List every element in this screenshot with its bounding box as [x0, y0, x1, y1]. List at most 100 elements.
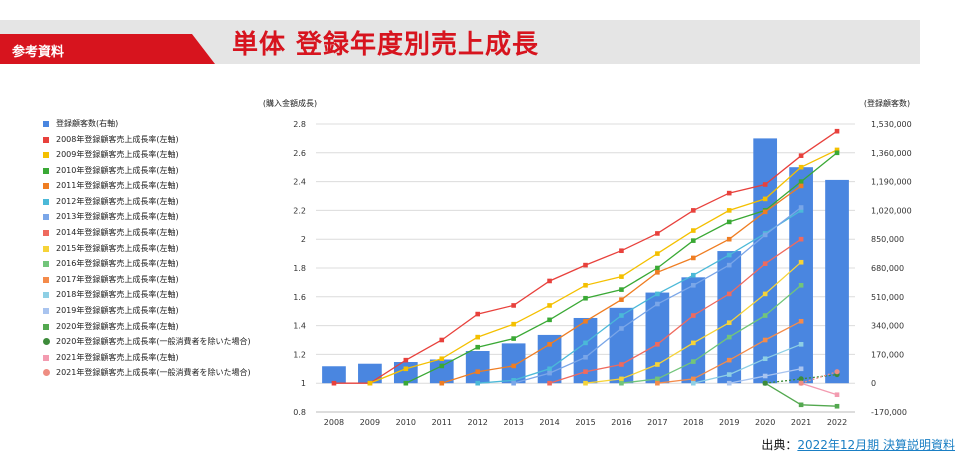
source-link[interactable]: 2022年12月期 決算説明資料 [797, 438, 955, 452]
growth-series-point [475, 380, 480, 386]
growth-series-point [583, 262, 588, 268]
growth-series-point [762, 209, 768, 215]
growth-series-point [619, 287, 624, 292]
legend-label: 2018年登録顧客売上成長率(左軸) [56, 290, 179, 300]
growth-series-point [655, 342, 660, 347]
page-title: 単体 登録年度別売上成長 [232, 30, 540, 60]
growth-series-point [619, 376, 624, 382]
growth-series-point [655, 291, 660, 297]
growth-series-point [691, 359, 696, 364]
x-tick-label: 2010 [396, 418, 416, 427]
customer-count-bar [501, 343, 526, 384]
right-tick-label: 1,360,000 [871, 149, 912, 158]
growth-series-point [726, 334, 732, 340]
growth-series-point [691, 238, 696, 243]
growth-series-point [547, 342, 552, 347]
left-axis-title: (購入金額成長) [263, 98, 317, 108]
growth-series-point [762, 337, 768, 343]
growth-series-point [655, 251, 660, 256]
right-tick-label: 340,000 [871, 322, 904, 331]
customer-count-bar [789, 167, 813, 384]
growth-series-point [547, 303, 552, 308]
x-tick-label: 2008 [324, 418, 344, 427]
growth-series-point [798, 366, 804, 372]
growth-series-point [798, 236, 804, 242]
growth-series-point [511, 380, 516, 386]
x-tick-label: 2020 [755, 418, 775, 427]
legend-marker [43, 167, 49, 174]
growth-series-point [691, 313, 696, 318]
growth-series-point [691, 380, 696, 386]
legend-marker [43, 276, 49, 283]
x-tick-label: 2012 [468, 418, 488, 427]
growth-series-point [798, 282, 804, 288]
growth-series-point [439, 380, 445, 386]
growth-series-point [726, 236, 732, 242]
growth-series-point [511, 321, 516, 327]
growth-series-point [834, 403, 840, 409]
growth-series-point [762, 380, 768, 386]
growth-series-point [762, 313, 768, 318]
growth-series-line [369, 149, 838, 384]
customer-count-bar [429, 359, 454, 384]
growth-series-point [583, 295, 588, 301]
source-prefix: 出典： [761, 438, 798, 452]
growth-series-line [477, 209, 802, 384]
growth-series-point [691, 272, 696, 278]
growth-series-point [655, 380, 660, 386]
growth-series-line [621, 284, 802, 384]
left-tick-label: 1.2 [293, 350, 306, 359]
x-tick-label: 2019 [719, 418, 739, 427]
legend-label: 2017年登録顧客売上成長率(左軸) [56, 274, 179, 284]
legend-label: 2019年登録顧客売上成長率(左軸) [56, 305, 179, 315]
left-tick-label: 1 [301, 379, 306, 388]
growth-series-point [511, 378, 516, 383]
growth-series-line [800, 382, 838, 396]
growth-series-point [439, 363, 445, 369]
x-tick-label: 2022 [827, 418, 847, 427]
growth-series-point [619, 248, 624, 254]
growth-series-point [798, 318, 804, 324]
right-tick-label: 170,000 [871, 350, 904, 359]
x-tick-label: 2017 [647, 418, 667, 427]
x-tick-label: 2016 [611, 418, 631, 427]
right-tick-label: 1,020,000 [871, 206, 912, 215]
legend-marker [43, 354, 49, 361]
legend-label: 2021年登録顧客売上成長率(一般消費者を除いた場合) [56, 368, 251, 378]
right-tick-label: 1,530,000 [871, 120, 912, 129]
growth-series-point [726, 291, 732, 297]
reference-tag-label: 参考資料 [12, 45, 65, 60]
growth-series-point [691, 282, 696, 288]
legend-label: 2013年登録顧客売上成長率(左軸) [56, 212, 179, 222]
growth-series-line [693, 343, 802, 384]
reference-tag: 参考資料 [0, 34, 215, 64]
growth-series-point [619, 274, 624, 279]
legend-marker [43, 136, 49, 143]
growth-series-point [726, 262, 732, 268]
customer-count-bar [681, 277, 706, 384]
growth-series-point [798, 259, 804, 265]
growth-series-point [511, 363, 516, 369]
legend-marker [43, 121, 49, 127]
source-note: 出典：2022年12月期 決算説明資料 [761, 436, 955, 453]
growth-series-point [691, 255, 696, 261]
customer-count-bar [465, 351, 490, 384]
growth-series-point [726, 320, 732, 326]
legend-label: 2016年登録顧客売上成長率(左軸) [56, 259, 179, 269]
legend-label: 2010年登録顧客売上成長率(左軸) [56, 165, 179, 175]
customer-count-bar [322, 366, 346, 384]
growth-series-point [403, 380, 409, 386]
growth-series-point [762, 182, 768, 187]
legend-marker [43, 230, 49, 237]
legend-label: 2020年登録顧客売上成長率(左軸) [56, 321, 179, 331]
growth-series-point [583, 282, 588, 288]
growth-series-point [547, 278, 552, 284]
customer-count-bar [717, 251, 742, 384]
right-tick-label: 680,000 [871, 264, 904, 273]
growth-series-point [619, 297, 624, 302]
growth-series-point [583, 318, 588, 324]
growth-series-point [403, 366, 409, 372]
customer-count-bar [609, 307, 634, 384]
growth-series-point [691, 376, 696, 382]
customer-count-bar [753, 138, 778, 384]
